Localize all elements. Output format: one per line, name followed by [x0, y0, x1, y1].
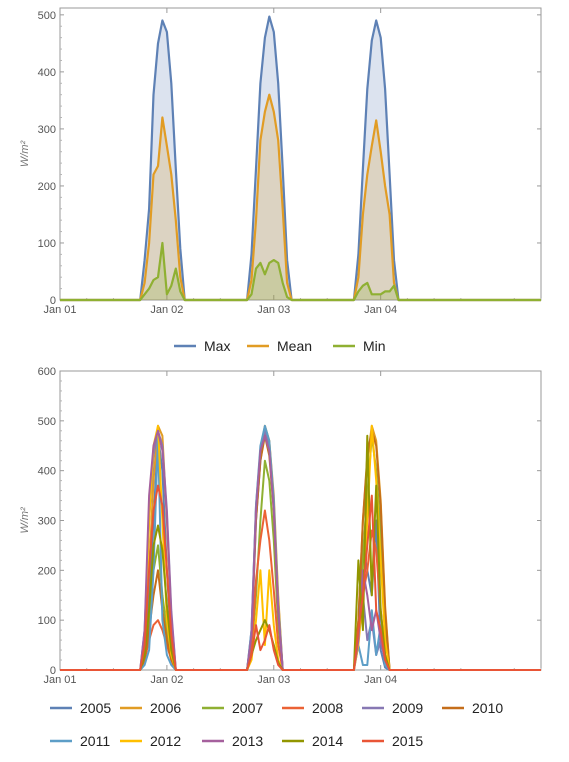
series-line-2013 — [60, 429, 541, 671]
legend-item-2008: 2008 — [282, 700, 343, 716]
legend-item-2011-label: 2011 — [80, 733, 110, 749]
series-line-2011 — [60, 424, 541, 671]
x-tick-label: Jan 02 — [150, 304, 183, 316]
series-line-2014 — [60, 434, 541, 671]
legend-item-max-label: Max — [204, 338, 230, 354]
series-line-max — [60, 15, 541, 302]
legend-item-min: Min — [333, 338, 386, 354]
legend-item-2006-label: 2006 — [150, 700, 181, 716]
series-line-2005 — [60, 429, 541, 671]
area-mean — [60, 94, 541, 300]
x-tick-label: Jan 02 — [150, 674, 183, 686]
legend-item-2007: 2007 — [202, 700, 263, 716]
legend-item-2014: 2014 — [282, 733, 343, 749]
y-tick-label: 0 — [50, 665, 56, 677]
series-line-2006 — [60, 424, 541, 671]
series-line-2009 — [60, 429, 541, 671]
legend-item-mean-label: Mean — [277, 338, 312, 354]
series-line-min — [60, 241, 541, 302]
chart-panel-2: 0 100 200 300 400 500 600 Jan 01 Jan 02 Jan 03 Jan… — [19, 366, 542, 686]
legend-item-mean: Mean — [247, 338, 312, 354]
legend-item-2005: 2005 — [50, 700, 111, 716]
y-tick-label: 500 — [38, 416, 56, 428]
y-tick-label: 100 — [38, 615, 56, 627]
legend-item-2010-label: 2010 — [472, 700, 503, 716]
legend-item-2012: 2012 — [120, 733, 181, 749]
legend-item-2012-label: 2012 — [150, 733, 181, 749]
legend-item-2011: 2011 — [50, 733, 110, 749]
legend-item-2013-label: 2013 — [232, 733, 263, 749]
y-axis-title: W/m² — [19, 507, 31, 534]
legend-item-2015: 2015 — [362, 733, 423, 749]
y-tick-label: 0 — [50, 295, 56, 307]
y-tick-label: 100 — [38, 238, 56, 250]
y-tick-label: 200 — [38, 565, 56, 577]
legend-item-2005-label: 2005 — [80, 700, 111, 716]
legend-item-2010: 2010 — [442, 700, 503, 716]
x-tick-label: Jan 01 — [43, 304, 76, 316]
y-tick-label: 400 — [38, 67, 56, 79]
legend-item-2009: 2009 — [362, 700, 423, 716]
series-line-2010 — [60, 429, 541, 671]
legend-item-max: Max — [174, 338, 230, 354]
chart-panel-1: 0 100 200 300 400 500 Jan 01 Jan 02 Jan 03 Jan 04… — [19, 7, 542, 316]
legend-item-2014-label: 2014 — [312, 733, 343, 749]
y-tick-label: 600 — [38, 366, 56, 378]
x-tick-label: Jan 03 — [257, 304, 290, 316]
series-line-2008 — [60, 509, 541, 671]
plot-frame — [59, 7, 542, 301]
series-line-2015 — [60, 484, 541, 671]
y-tick-label: 300 — [38, 516, 56, 528]
legend-item-2007-label: 2007 — [232, 700, 263, 716]
area-max — [60, 16, 541, 300]
legend-item-2013: 2013 — [202, 733, 263, 749]
legend-item-2006: 2006 — [120, 700, 181, 716]
legend-item-2015-label: 2015 — [392, 733, 423, 749]
x-tick-label: Jan 04 — [364, 304, 397, 316]
series-line-2007 — [60, 434, 541, 671]
y-tick-label: 400 — [38, 466, 56, 478]
x-tick-label: Jan 04 — [364, 674, 397, 686]
plot-frame — [59, 370, 542, 671]
series-line-2012 — [60, 424, 541, 671]
y-axis-title: W/m² — [19, 141, 31, 168]
y-tick-label: 500 — [38, 10, 56, 22]
area-min — [60, 243, 541, 300]
y-tick-label: 200 — [38, 181, 56, 193]
legend-item-min-label: Min — [363, 338, 386, 354]
series-line-mean — [60, 93, 541, 302]
y-tick-label: 300 — [38, 124, 56, 136]
legend-item-2008-label: 2008 — [312, 700, 343, 716]
x-tick-label: Jan 03 — [257, 674, 290, 686]
x-tick-label: Jan 01 — [43, 674, 76, 686]
legend-item-2009-label: 2009 — [392, 700, 423, 716]
